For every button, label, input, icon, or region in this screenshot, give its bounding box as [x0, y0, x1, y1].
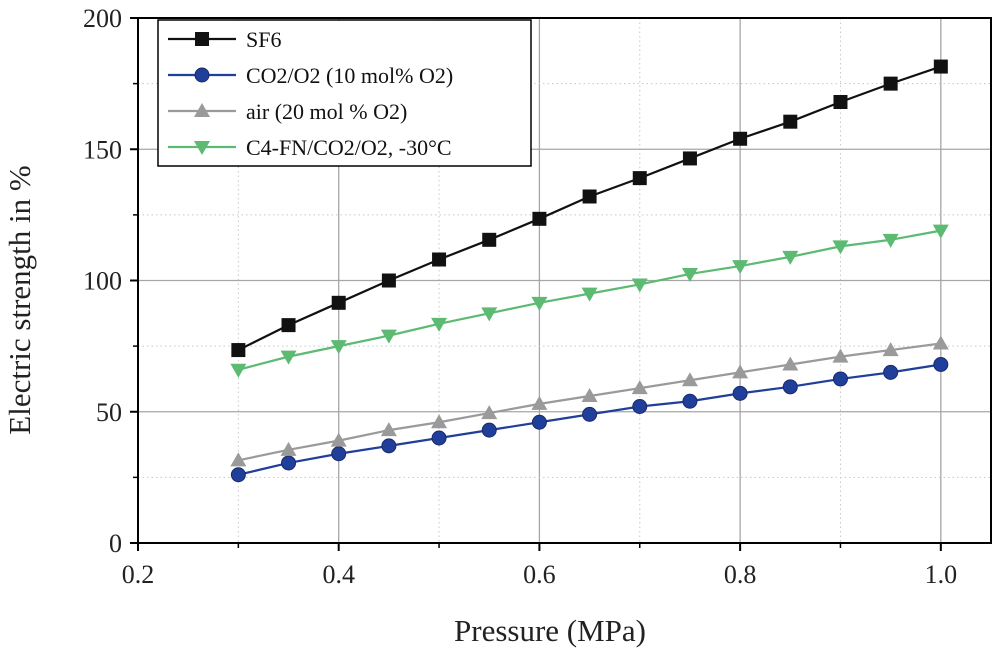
legend-marker — [194, 141, 210, 155]
data-point — [732, 364, 749, 379]
data-point — [280, 441, 297, 456]
legend-label: CO2/O2 (10 mol% O2) — [246, 63, 453, 88]
y-tick-label: 100 — [83, 267, 122, 296]
x-tick-label: 0.2 — [122, 560, 155, 589]
legend-marker — [194, 67, 210, 83]
data-point — [733, 131, 748, 146]
data-point — [832, 371, 848, 387]
data-point — [832, 240, 849, 255]
data-point — [681, 372, 698, 387]
data-point — [832, 348, 849, 363]
data-point — [883, 76, 898, 91]
data-point — [481, 405, 498, 420]
data-point — [230, 452, 247, 467]
data-point — [330, 340, 347, 355]
data-point — [331, 446, 347, 462]
data-point — [531, 414, 547, 430]
series-group — [231, 59, 948, 358]
legend-label: air (20 mol % O2) — [246, 99, 407, 124]
data-point — [883, 364, 899, 380]
x-tick-label: 1.0 — [925, 560, 958, 589]
data-point — [531, 296, 548, 311]
data-point — [582, 189, 597, 204]
y-tick-label: 150 — [83, 135, 122, 164]
data-point — [732, 260, 749, 275]
y-tick-label: 200 — [83, 4, 122, 33]
data-point — [581, 287, 598, 302]
data-point — [280, 350, 297, 365]
data-point — [682, 151, 697, 166]
data-point — [380, 329, 397, 344]
data-point — [882, 233, 899, 248]
data-point — [230, 363, 247, 378]
data-point — [531, 395, 548, 410]
data-point — [431, 430, 447, 446]
y-tick-label: 50 — [96, 398, 122, 427]
series-layer — [230, 59, 949, 483]
data-point — [932, 224, 949, 239]
data-point — [532, 211, 547, 226]
legend-label: SF6 — [246, 27, 281, 52]
data-point — [281, 318, 296, 333]
y-tick-label: 0 — [109, 529, 122, 558]
data-point — [231, 343, 246, 358]
data-point — [682, 393, 698, 409]
legend-marker — [194, 103, 210, 117]
data-point — [230, 467, 246, 483]
legend: SF6 CO2/O2 (10 mol% O2) air (20 mol % O2) C… — [157, 19, 532, 167]
data-point — [932, 335, 949, 350]
data-point — [331, 295, 346, 310]
data-point — [681, 267, 698, 282]
data-point — [431, 317, 448, 332]
data-point — [631, 380, 648, 395]
data-point — [281, 455, 297, 471]
data-point — [481, 307, 498, 322]
data-point — [833, 95, 848, 109]
x-axis-label: Pressure (MPa) — [454, 613, 646, 648]
legend-marker — [195, 32, 209, 46]
data-point — [432, 252, 447, 267]
x-tick-label: 0.4 — [322, 560, 355, 589]
y-axis-label: Electric strength in % — [2, 165, 37, 434]
data-point — [882, 342, 899, 357]
x-tick-label: 0.6 — [523, 560, 556, 589]
x-tick-label: 0.8 — [724, 560, 757, 589]
data-point — [330, 432, 347, 447]
data-point — [782, 250, 799, 265]
data-point — [782, 356, 799, 371]
data-point — [481, 422, 497, 438]
data-point — [582, 406, 598, 422]
data-point — [381, 438, 397, 454]
data-point — [732, 385, 748, 401]
data-point — [381, 273, 396, 288]
tick-layer: 0.2 0.4 0.6 0.8 1.0 0 50 100 150 200 — [83, 4, 957, 589]
data-point — [782, 379, 798, 395]
data-point — [631, 278, 648, 293]
data-point — [380, 422, 397, 437]
data-point — [933, 357, 949, 372]
data-point — [632, 171, 647, 186]
series-group — [230, 335, 949, 467]
data-point — [581, 388, 598, 402]
series-group — [230, 357, 949, 483]
data-point — [482, 232, 497, 247]
data-point — [632, 399, 648, 414]
legend-label: C4-FN/CO2/O2, -30°C — [246, 135, 452, 160]
data-point — [933, 59, 948, 74]
data-point — [431, 414, 448, 429]
legend-box — [157, 19, 532, 167]
data-point — [783, 114, 798, 129]
series-group — [230, 224, 949, 378]
